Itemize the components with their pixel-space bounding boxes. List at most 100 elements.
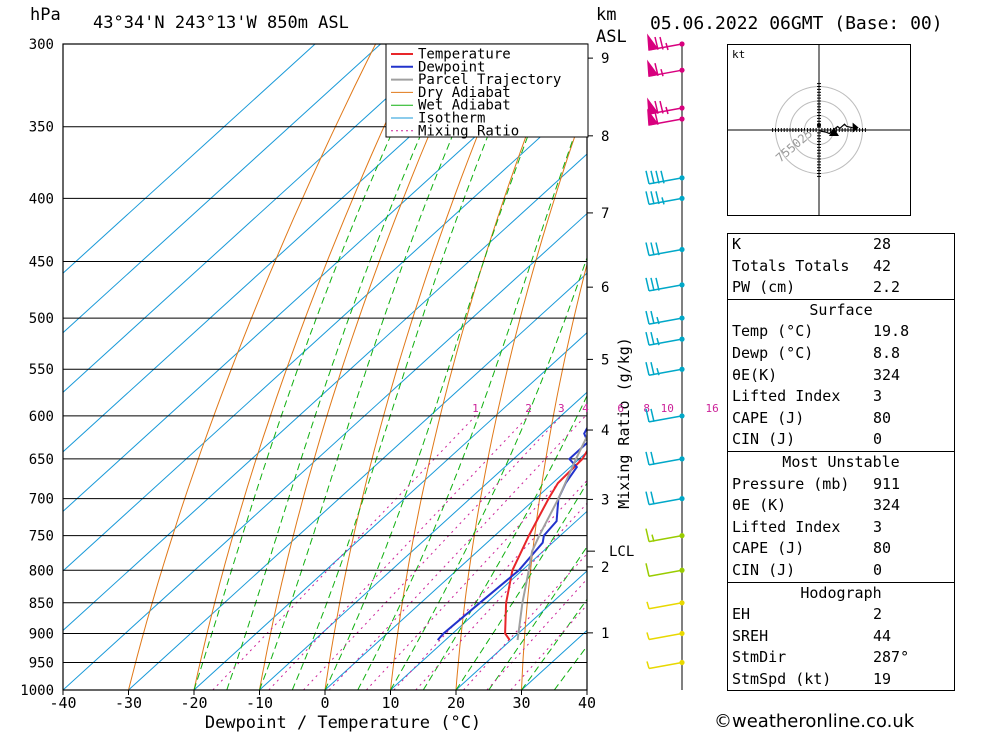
index-value: 3 <box>873 517 883 536</box>
dry-adiabat-line <box>128 44 377 690</box>
temperature-trace <box>504 449 587 641</box>
index-row: SREH 44 <box>728 626 954 648</box>
hodograph-unit: kt <box>732 48 745 61</box>
index-label: PW (cm) <box>732 278 796 297</box>
index-value: 8.8 <box>873 343 901 362</box>
wet-adiabat-line <box>521 598 587 690</box>
mixing-ratio-label: 8 <box>643 402 650 415</box>
wind-barb <box>645 331 683 346</box>
wind-barb <box>647 33 683 51</box>
pressure-tick-label: 550 <box>29 362 54 378</box>
pressure-tick-label: 600 <box>29 409 54 425</box>
wind-barb <box>646 661 683 670</box>
index-value: 42 <box>873 256 892 275</box>
wet-adiabat-line <box>357 98 587 690</box>
index-value: 44 <box>873 626 892 645</box>
datetime-label: 05.06.2022 06GMT (Base: 00) <box>650 13 943 34</box>
index-label: CIN (J) <box>732 560 796 579</box>
index-row: K 28 <box>728 234 954 256</box>
index-row: Pressure (mb) 911 <box>728 474 954 496</box>
index-row: PW (cm) 2.2 <box>728 277 954 299</box>
km-tick-label: 1 <box>601 626 609 642</box>
isotherm-line <box>390 510 587 690</box>
mixing-ratio-line <box>415 502 587 690</box>
wind-barb <box>645 362 683 376</box>
km-tick-label: 6 <box>601 280 609 296</box>
index-row: Temp (°C) 19.8 <box>728 321 954 343</box>
wind-barb <box>645 170 683 185</box>
index-row: Dewp (°C) 8.8 <box>728 343 954 365</box>
mixing-ratio-label: 6 <box>617 402 624 415</box>
wind-barb <box>645 451 683 466</box>
pressure-tick-label: 900 <box>29 626 54 642</box>
index-label: Dewp (°C) <box>732 343 814 362</box>
index-value: 3 <box>873 387 883 406</box>
isotherm-line <box>193 332 587 690</box>
hodograph-section-title: Hodograph <box>728 581 954 605</box>
wet-adiabat-line <box>455 482 587 690</box>
km-tick-label: 8 <box>601 129 609 145</box>
wind-barb <box>645 277 683 292</box>
index-label: Pressure (mb) <box>732 474 850 493</box>
index-label: θE (K) <box>732 496 787 515</box>
storm-motion-marker <box>829 128 839 136</box>
wet-adiabat-line <box>226 44 462 690</box>
wind-barb <box>645 191 683 206</box>
index-value: 0 <box>873 430 883 449</box>
legend-entry: Dry Adiabat <box>418 85 511 101</box>
mixing-ratio-line <box>463 553 587 690</box>
index-label: EH <box>732 605 751 624</box>
wind-barb <box>645 408 683 423</box>
wind-barb <box>646 601 683 610</box>
mixing-ratio-label: 16 <box>706 402 719 415</box>
pressure-tick-label: 800 <box>29 563 54 579</box>
legend-entry: Isotherm <box>418 111 485 127</box>
index-label: StmDir <box>732 648 787 667</box>
index-label: Lifted Index <box>732 387 841 406</box>
wind-barb <box>645 310 683 325</box>
index-value: 80 <box>873 539 892 558</box>
mixing-ratio-line <box>366 451 587 690</box>
legend-box <box>385 43 589 138</box>
wind-barb <box>646 632 683 641</box>
x-tick-label: 20 <box>447 694 465 712</box>
mixing-ratio-label: 2 <box>525 402 532 415</box>
index-row: CIN (J) 0 <box>728 429 954 451</box>
legend-entry: Mixing Ratio <box>418 123 519 139</box>
index-label: θE(K) <box>732 365 778 384</box>
dry-adiabat-line <box>193 44 423 690</box>
index-row: θE (K) 324 <box>728 495 954 517</box>
legend-entry: Dewpoint <box>418 59 485 75</box>
surface-section-title: Surface <box>728 298 954 322</box>
index-value: 324 <box>873 496 901 515</box>
wet-adiabat-line <box>193 44 433 690</box>
index-value: 911 <box>873 474 901 493</box>
km-tick-label: 5 <box>601 352 609 368</box>
index-value: 2.2 <box>873 278 901 297</box>
x-axis-title: Dewpoint / Temperature (°C) <box>205 713 481 733</box>
isotherm-line <box>63 44 578 513</box>
isotherm-line <box>63 153 587 632</box>
pressure-tick-label: 750 <box>29 529 54 545</box>
pressure-unit-label: hPa <box>30 5 61 25</box>
index-row: Lifted Index 3 <box>728 517 954 539</box>
mixing-ratio-line <box>486 578 587 690</box>
index-row: CAPE (J) 80 <box>728 408 954 430</box>
index-value: 80 <box>873 408 892 427</box>
dry-adiabat-line <box>259 44 470 690</box>
pressure-tick-label: 650 <box>29 452 54 468</box>
mixing-ratio-axis-title: Mixing Ratio (g/kg) <box>615 337 633 509</box>
indices-panel: K 28 Totals Totals 42 PW (cm) 2.2 Surface Tem… <box>727 233 955 692</box>
km-label: km <box>596 5 617 25</box>
mixing-ratio-label: 3 <box>558 402 565 415</box>
index-row: CIN (J) 0 <box>728 560 954 582</box>
dry-adiabat-line <box>390 44 562 690</box>
x-tick-label: 10 <box>381 694 399 712</box>
x-tick-label: 40 <box>578 694 596 712</box>
km-tick-label: 9 <box>601 51 609 67</box>
index-value: 19.8 <box>873 322 910 341</box>
pressure-tick-label: 350 <box>29 120 54 136</box>
index-label: K <box>732 235 742 253</box>
pressure-tick-label: 500 <box>29 311 54 327</box>
